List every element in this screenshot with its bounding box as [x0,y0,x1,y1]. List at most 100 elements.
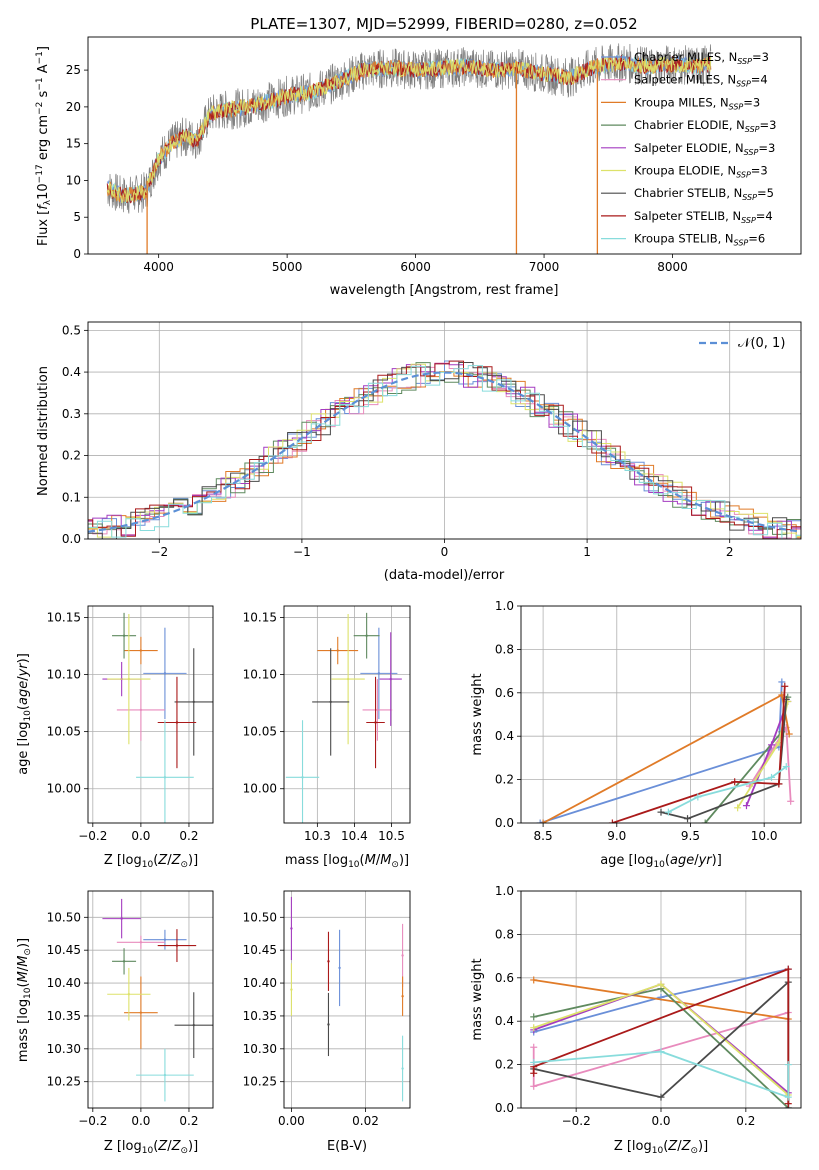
y-tick-label: 10.35 [243,1009,277,1023]
x-tick-label: 0.00 [278,1114,305,1128]
y-tick-label: 10.30 [47,1042,81,1056]
x-tick-label: −0.2 [78,829,107,843]
spectrum-title: PLATE=1307, MJD=52999, FIBERID=0280, z=0… [250,15,637,33]
x-tick-label: 5000 [272,260,303,274]
x-tick-label: 0.02 [352,1114,379,1128]
y-tick-label: 0.0 [62,532,81,546]
x-tick-label: 0.2 [179,1114,198,1128]
mass-weight-line-kroupa_stelib [667,765,787,813]
x-tick-label: 9.0 [607,829,626,843]
x-tick-label: −0.2 [78,1114,107,1128]
point-chabrier_miles [163,938,167,941]
point-salpeter_elodie [290,927,293,930]
normal-distribution-curve [88,371,801,533]
x-tick-label: 0.0 [131,829,150,843]
age-vs-z-y-axis-label: age [log10(age/yr)] [16,653,33,775]
y-tick-label: 10.40 [47,976,81,990]
mass_weight_vs_age-plot-area [521,606,801,823]
legend-label-chabrier_stelib: Chabrier STELIB, NSSP=5 [634,186,774,202]
x-tick-label: −1 [293,545,311,559]
age-vs-z-x-axis-label: Z [log10(Z/Z⊙)] [104,853,198,870]
point-chabrier_elodie [122,960,126,963]
residuals-y-axis-label: Normed distribution [36,366,51,496]
x-tick-label: 2 [726,545,734,559]
x-tick-label: −0.2 [562,1114,591,1128]
point-kroupa_miles [401,995,404,998]
mass-weight-line-kroupa_miles [542,693,791,823]
residual-histogram-salpeter_stelib [88,360,801,539]
legend-label-normal: 𝒩(0, 1) [738,336,785,351]
legend-label-kroupa_elodie: Kroupa ELODIE, NSSP=3 [634,164,768,180]
y-tick-label: 10.30 [243,1042,277,1056]
legend-label-kroupa_miles: Kroupa MILES, NSSP=3 [634,95,760,111]
point-kroupa_stelib [301,776,304,779]
y-tick-label: 0.2 [62,449,81,463]
mass-weight-vs-z-x-axis-label: Z [log10(Z/Z⊙)] [614,1139,708,1156]
y-tick-label: 20 [66,100,81,114]
point-salpeter_stelib [175,944,179,947]
y-tick-label: 10.50 [47,910,81,924]
point-salpeter_stelib [175,721,179,724]
legend-label-kroupa_stelib: Kroupa STELIB, NSSP=6 [634,232,765,248]
mass-weight-line-kroupa_stelib [533,1050,790,1099]
legend-label-salpeter_elodie: Salpeter ELODIE, NSSP=3 [634,141,775,157]
point-salpeter_elodie [389,677,392,681]
point-salpeter_miles [139,708,143,712]
x-tick-label: 0.0 [651,1114,670,1128]
point-chabrier_elodie [365,634,368,637]
point-kroupa_miles [139,649,143,652]
y-tick-label: 10.00 [243,782,277,796]
legend-label-salpeter_stelib: Salpeter STELIB, NSSP=4 [634,209,773,225]
x-tick-label: 10.3 [304,829,331,843]
x-tick-label: 0.0 [131,1114,150,1128]
x-tick-label: 10.5 [378,829,405,843]
mass-vs-z-y-axis-label: mass [log10(M/M⊙)] [16,938,33,1062]
axes-frame [520,605,802,824]
point-kroupa_elodie [290,988,293,991]
point-salpeter_stelib [327,960,330,963]
y-tick-label: 1.0 [495,884,514,898]
point-chabrier_miles [338,966,341,970]
y-tick-label: 10.10 [47,668,81,682]
y-tick-label: 10.45 [243,943,277,957]
mass_vs_z-plot-area [88,891,213,1108]
model-spectrum-kroupa_elodie [106,55,712,204]
point-kroupa_elodie [127,677,131,681]
x-tick-label: 9.5 [681,829,700,843]
x-tick-label: 10.4 [341,829,368,843]
residuals-plot-area [88,322,801,539]
mass_vs_z-panel: −0.2 0.0 0.2 10.25 10.30 10.35 10.40 10.45 10.50 [47,890,214,1128]
y-tick-label: 10.00 [47,782,81,796]
y-tick-label: 1.0 [495,599,514,613]
y-tick-label: 10.10 [243,668,277,682]
x-tick-label: −2 [150,545,168,559]
point-salpeter_miles [376,708,379,712]
y-tick-label: 0.0 [495,816,514,830]
y-tick-label: 0.3 [62,407,81,421]
y-tick-label: 10.15 [47,610,81,624]
y-tick-label: 5 [73,210,81,224]
point-chabrier_stelib [329,700,332,704]
y-tick-label: 0.8 [495,642,514,656]
spectrum-y-axis-label: Flux [fλ10−17 erg cm−2 s−1 A−1] [35,46,53,246]
axes-frame [87,605,214,824]
mass_vs_ebv-panel: 0.00 0.02 10.25 10.30 10.35 10.40 10.45 10.50 [243,890,411,1128]
mass-weight-line-salpeter_stelib [612,686,786,823]
y-tick-label: 0.4 [62,365,81,379]
legend-label-salpeter_miles: Salpeter MILES, NSSP=4 [634,73,768,89]
y-tick-label: 0.2 [495,773,514,787]
y-tick-label: 10.15 [243,610,277,624]
mass_weight_vs_z-plot-area [521,891,801,1108]
mass_vs_ebv-plot-area [284,891,410,1108]
spectrum-x-axis-label: wavelength [Angstrom, rest frame] [330,283,559,298]
age-vs-mass-x-axis-label: mass [log10(M/M⊙)] [285,853,409,870]
point-kroupa_stelib [163,1073,167,1077]
point-chabrier_miles [163,672,167,675]
axes-frame [87,36,802,255]
y-tick-label: 0.6 [495,686,514,700]
point-salpeter_miles [401,954,404,957]
mass_weight_vs_z-y-axis-label: mass weight [470,958,485,1040]
mass-weight-line-chabrier_stelib [660,699,788,820]
y-tick-label: 10.35 [47,1009,81,1023]
